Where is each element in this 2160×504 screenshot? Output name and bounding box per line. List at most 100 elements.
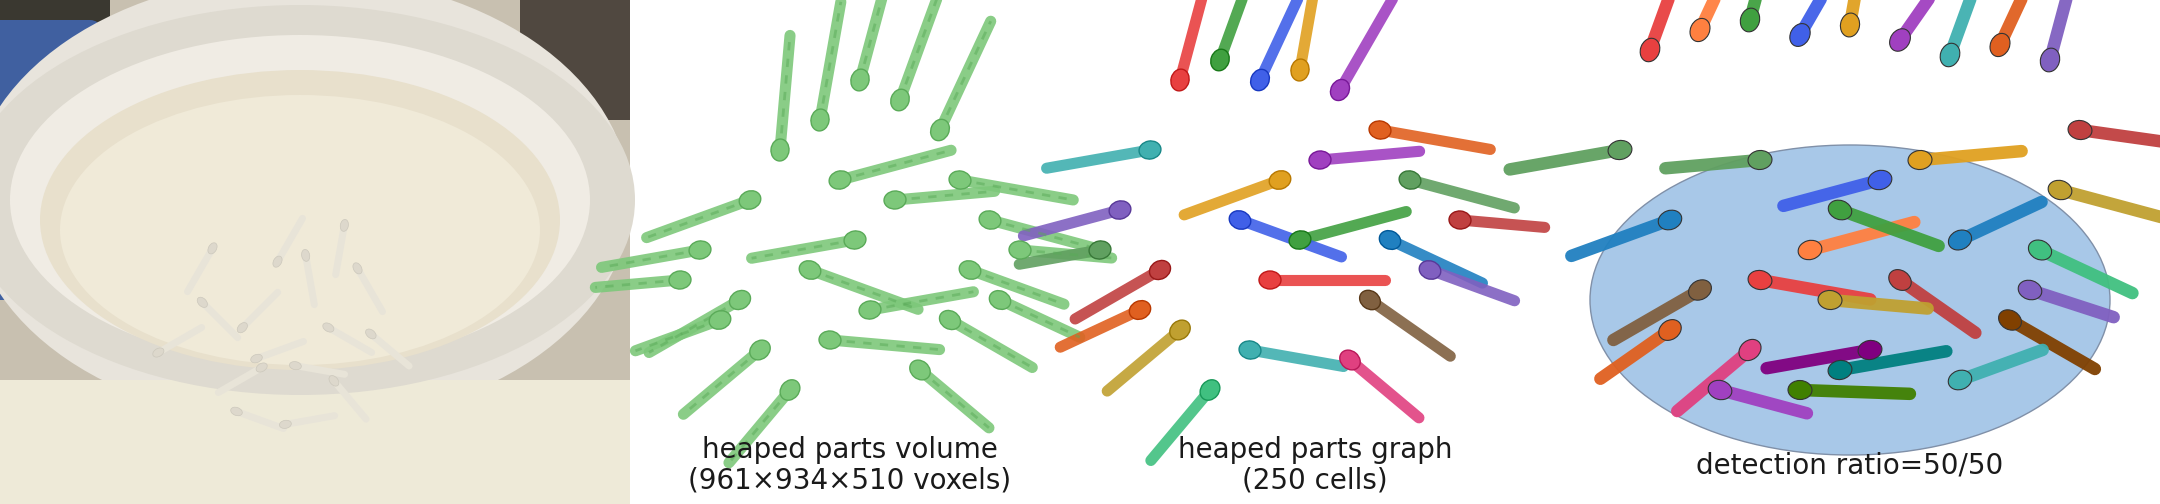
Ellipse shape bbox=[689, 241, 711, 259]
Text: heaped parts graph: heaped parts graph bbox=[1177, 436, 1452, 464]
Ellipse shape bbox=[1858, 340, 1881, 359]
Ellipse shape bbox=[289, 361, 302, 370]
Ellipse shape bbox=[251, 354, 261, 363]
Ellipse shape bbox=[2028, 240, 2052, 260]
Ellipse shape bbox=[2041, 48, 2061, 72]
Ellipse shape bbox=[670, 271, 691, 289]
Ellipse shape bbox=[851, 69, 868, 91]
Ellipse shape bbox=[328, 375, 339, 386]
Ellipse shape bbox=[41, 70, 559, 370]
Text: heaped parts volume: heaped parts volume bbox=[702, 436, 998, 464]
Ellipse shape bbox=[11, 35, 590, 365]
Ellipse shape bbox=[978, 211, 1000, 229]
Ellipse shape bbox=[819, 331, 840, 349]
Ellipse shape bbox=[1171, 320, 1190, 340]
Ellipse shape bbox=[1607, 141, 1633, 160]
Ellipse shape bbox=[940, 310, 961, 330]
Ellipse shape bbox=[1259, 271, 1281, 289]
Ellipse shape bbox=[272, 256, 283, 267]
Bar bbox=[0, 0, 631, 504]
Ellipse shape bbox=[1747, 151, 1771, 169]
Ellipse shape bbox=[1791, 24, 1810, 46]
Ellipse shape bbox=[959, 261, 981, 279]
Ellipse shape bbox=[890, 89, 909, 111]
FancyBboxPatch shape bbox=[521, 0, 631, 120]
Ellipse shape bbox=[750, 340, 771, 360]
FancyBboxPatch shape bbox=[0, 20, 99, 300]
Ellipse shape bbox=[799, 261, 821, 279]
Ellipse shape bbox=[257, 363, 268, 372]
Ellipse shape bbox=[1689, 19, 1711, 42]
Ellipse shape bbox=[1998, 310, 2022, 330]
Ellipse shape bbox=[1827, 360, 1851, 380]
Ellipse shape bbox=[931, 119, 950, 141]
Ellipse shape bbox=[341, 219, 348, 231]
Ellipse shape bbox=[2067, 120, 2091, 140]
Ellipse shape bbox=[1290, 231, 1311, 249]
Ellipse shape bbox=[1907, 151, 1931, 169]
Ellipse shape bbox=[708, 311, 730, 329]
Ellipse shape bbox=[1251, 70, 1270, 91]
Ellipse shape bbox=[1270, 171, 1292, 190]
Ellipse shape bbox=[207, 243, 218, 254]
Ellipse shape bbox=[1009, 241, 1030, 259]
Ellipse shape bbox=[2017, 280, 2041, 300]
Ellipse shape bbox=[1590, 145, 2110, 455]
Ellipse shape bbox=[197, 297, 207, 307]
Ellipse shape bbox=[810, 109, 829, 131]
Ellipse shape bbox=[1689, 280, 1711, 300]
Ellipse shape bbox=[1419, 261, 1441, 279]
Ellipse shape bbox=[1380, 231, 1400, 249]
Ellipse shape bbox=[322, 323, 335, 332]
Ellipse shape bbox=[1108, 201, 1132, 219]
Ellipse shape bbox=[1747, 271, 1771, 290]
Ellipse shape bbox=[0, 5, 635, 395]
Ellipse shape bbox=[1948, 230, 1972, 250]
Bar bbox=[1540, 0, 2160, 504]
Ellipse shape bbox=[1741, 8, 1760, 32]
Ellipse shape bbox=[1868, 170, 1892, 190]
Ellipse shape bbox=[883, 191, 905, 209]
Ellipse shape bbox=[1888, 270, 1912, 290]
Ellipse shape bbox=[1659, 210, 1683, 230]
Bar bbox=[631, 0, 1069, 504]
Ellipse shape bbox=[0, 0, 631, 425]
Ellipse shape bbox=[1840, 13, 1860, 37]
Text: detection ratio=50/50: detection ratio=50/50 bbox=[1696, 451, 2004, 479]
Ellipse shape bbox=[1339, 350, 1361, 370]
Ellipse shape bbox=[1788, 381, 1812, 400]
Ellipse shape bbox=[1890, 29, 1909, 51]
Ellipse shape bbox=[829, 171, 851, 189]
Ellipse shape bbox=[11, 35, 590, 365]
Ellipse shape bbox=[11, 35, 590, 365]
Ellipse shape bbox=[1138, 141, 1160, 159]
Ellipse shape bbox=[1739, 339, 1760, 360]
Ellipse shape bbox=[352, 263, 363, 274]
Ellipse shape bbox=[302, 249, 309, 262]
Ellipse shape bbox=[1240, 341, 1261, 359]
Ellipse shape bbox=[1819, 290, 1842, 309]
Text: (250 cells): (250 cells) bbox=[1242, 466, 1389, 494]
Ellipse shape bbox=[1309, 151, 1331, 169]
Ellipse shape bbox=[1089, 241, 1110, 259]
Ellipse shape bbox=[238, 323, 248, 333]
Ellipse shape bbox=[1948, 370, 1972, 390]
Ellipse shape bbox=[1171, 69, 1190, 91]
Bar bbox=[1099, 0, 1529, 504]
Ellipse shape bbox=[909, 360, 931, 380]
Ellipse shape bbox=[860, 301, 881, 319]
Ellipse shape bbox=[1369, 121, 1391, 139]
Ellipse shape bbox=[989, 291, 1011, 309]
Ellipse shape bbox=[1940, 43, 1959, 67]
Ellipse shape bbox=[845, 231, 866, 249]
Ellipse shape bbox=[1229, 211, 1251, 229]
Ellipse shape bbox=[1359, 290, 1380, 309]
FancyBboxPatch shape bbox=[0, 0, 110, 180]
Ellipse shape bbox=[948, 171, 972, 189]
Ellipse shape bbox=[1331, 80, 1350, 100]
Ellipse shape bbox=[739, 191, 760, 209]
Ellipse shape bbox=[1130, 300, 1151, 320]
Text: (961×934×510 voxels): (961×934×510 voxels) bbox=[689, 466, 1011, 494]
Ellipse shape bbox=[1709, 381, 1732, 400]
Ellipse shape bbox=[60, 95, 540, 365]
